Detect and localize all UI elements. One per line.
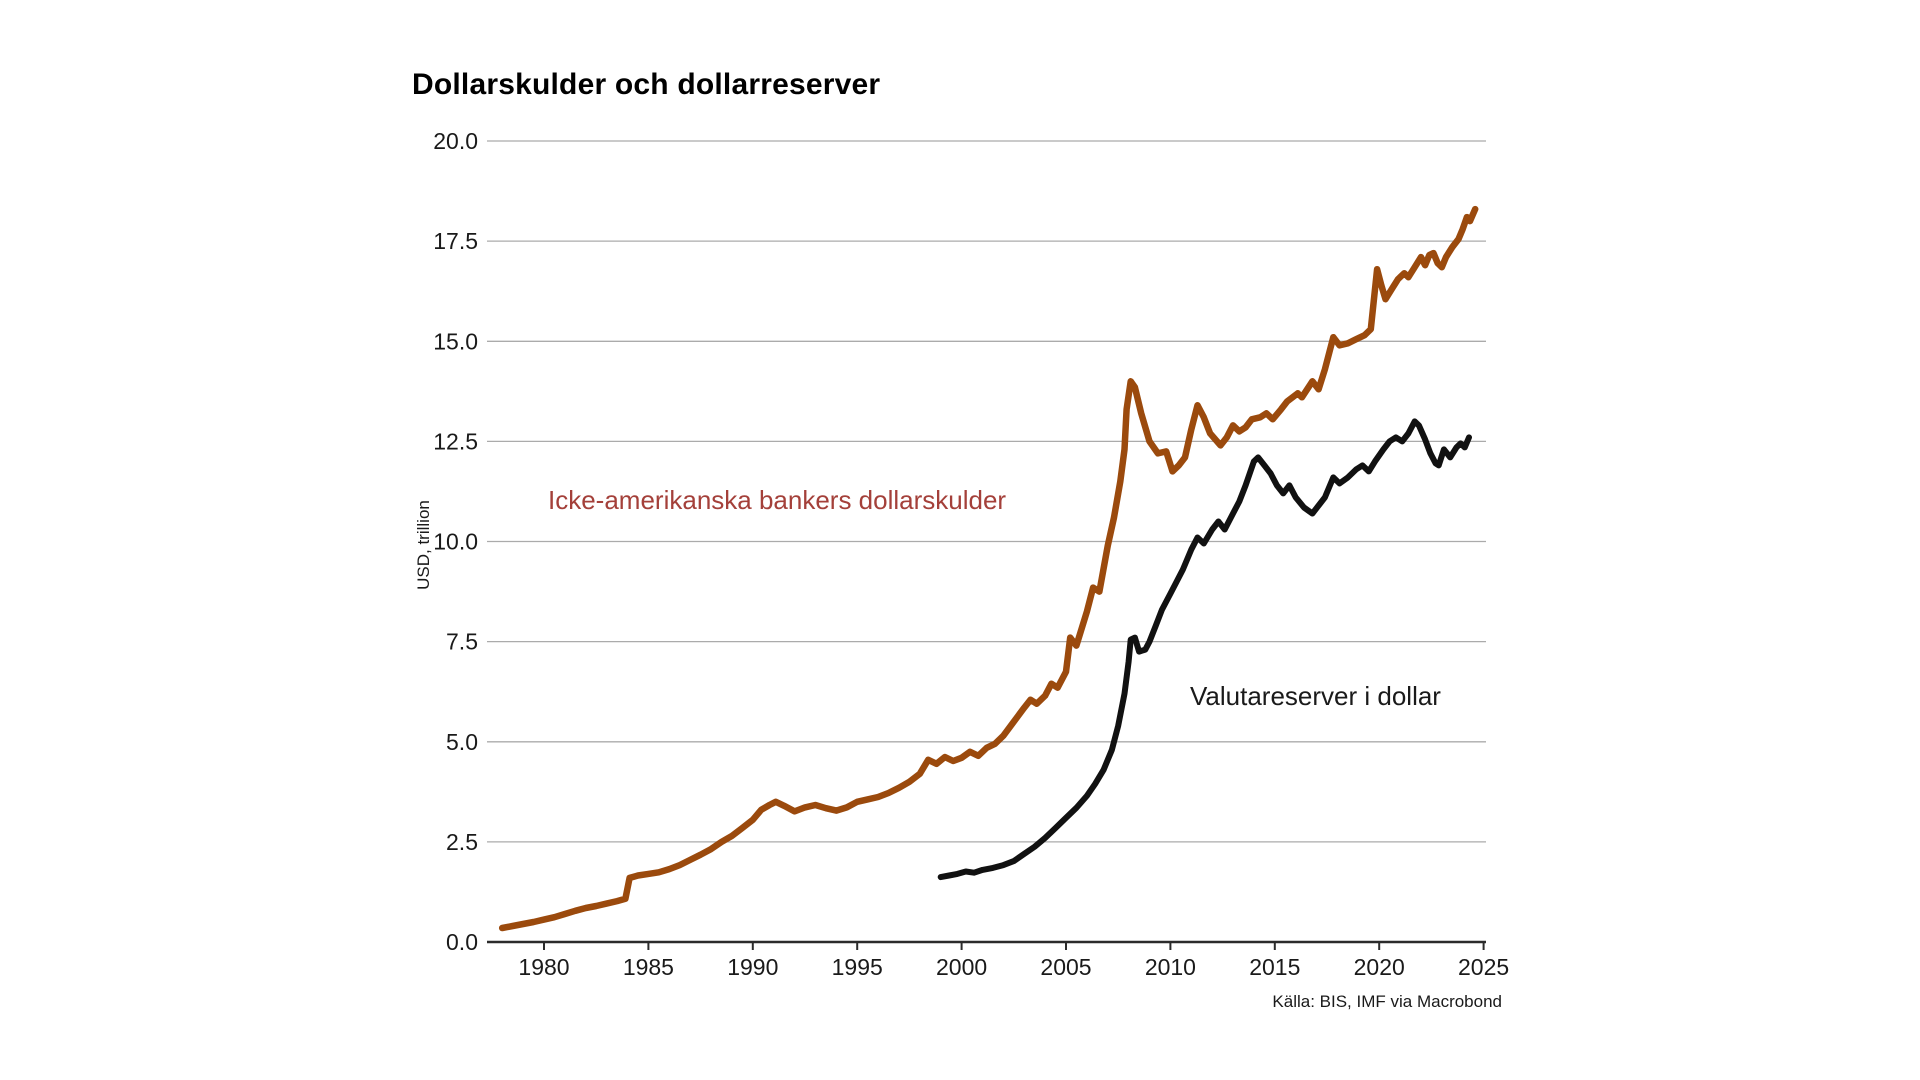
x-tick-label: 1990 [727,954,778,980]
y-tick-label: 20.0 [433,128,478,154]
y-tick-label: 17.5 [433,228,478,254]
y-tick-label: 15.0 [433,328,478,354]
series-label-nonus-bank-dollar-debts: Icke-amerikanska bankers dollarskulder [548,485,1007,515]
y-tick-label: 0.0 [446,929,478,955]
series-label-dollar-reserves: Valutareserver i dollar [1190,681,1441,711]
y-tick-label: 7.5 [446,629,478,655]
source-note: Källa: BIS, IMF via Macrobond [1272,992,1502,1011]
series-line-dollar-reserves [937,418,1472,881]
y-tick-label: 12.5 [433,428,478,454]
y-tick-label: 10.0 [433,529,478,555]
x-tick-label: 2020 [1354,954,1405,980]
x-tick-label: 1980 [518,954,569,980]
y-tick-label: 2.5 [446,829,478,855]
x-tick-label: 1995 [832,954,883,980]
x-tick-label: 2025 [1458,954,1509,980]
x-tick-label: 2010 [1145,954,1196,980]
x-tick-label: 2005 [1040,954,1091,980]
x-tick-label: 1985 [623,954,674,980]
series-line-dollar-debts [498,205,1479,932]
y-tick-label: 5.0 [446,729,478,755]
x-tick-label: 2015 [1249,954,1300,980]
chart-title: Dollarskulder och dollarreserver [412,68,881,101]
x-tick-label: 2000 [936,954,987,980]
